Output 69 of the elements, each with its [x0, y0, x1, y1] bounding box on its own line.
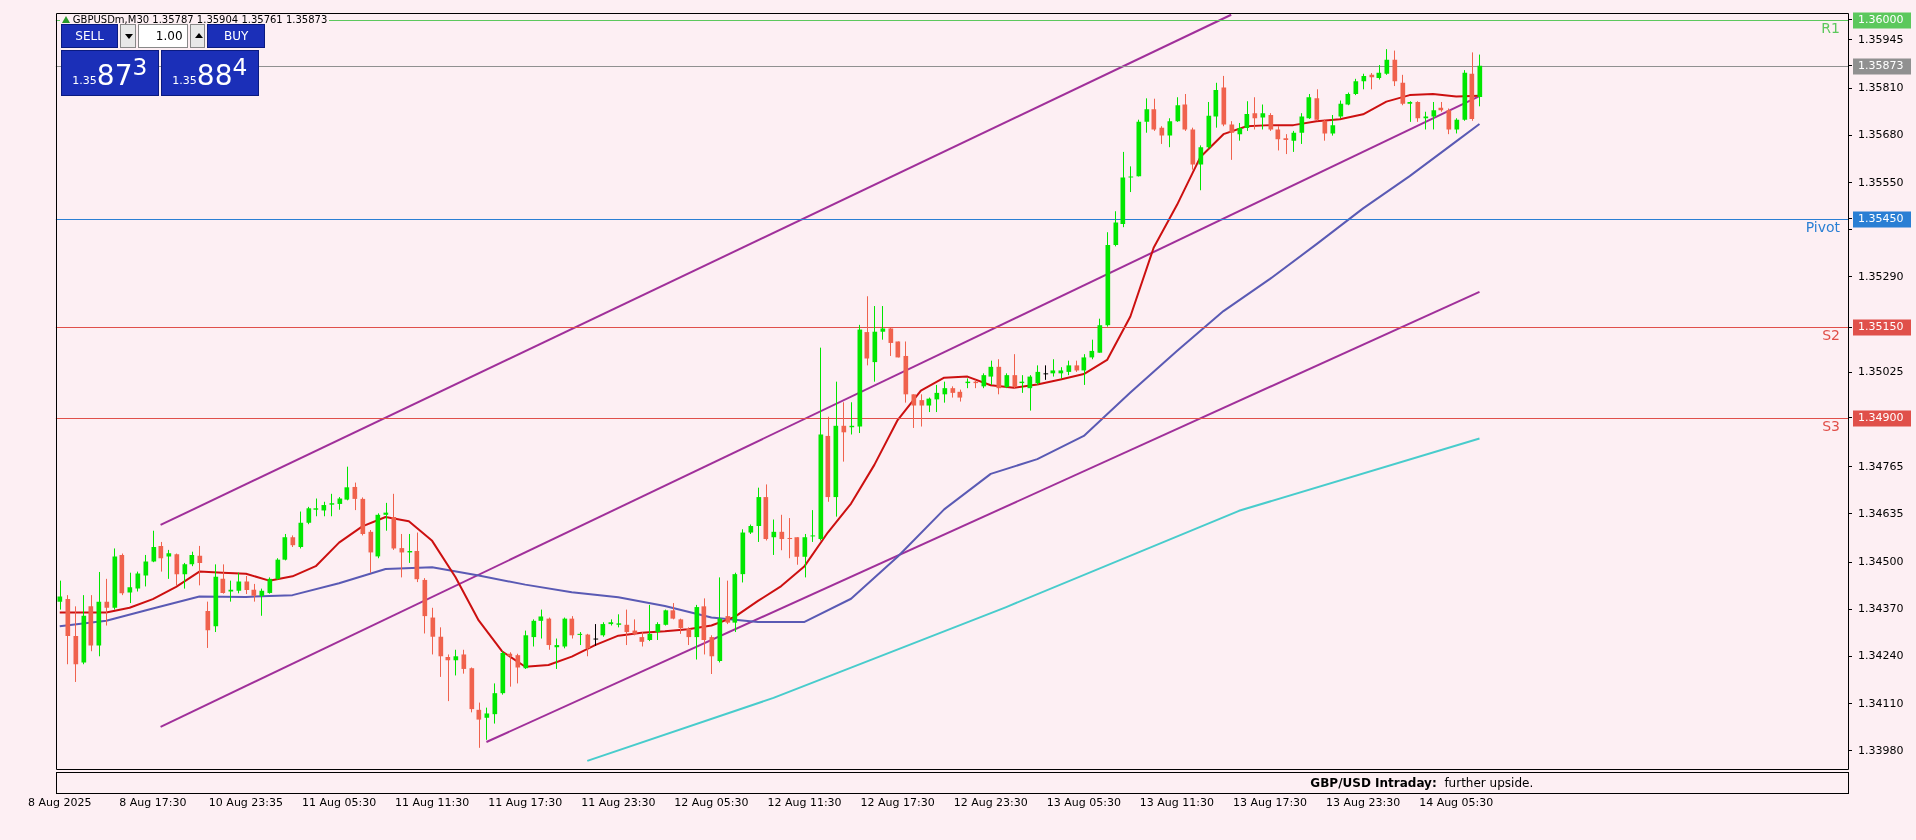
ref-line-label: S2: [1822, 327, 1840, 344]
x-tick-label: 13 Aug 05:30: [1046, 796, 1121, 810]
candlestick: [888, 327, 894, 357]
x-tick-label: 12 Aug 17:30: [860, 796, 935, 810]
y-tick-label: 1.35873: [1858, 58, 1904, 72]
y-tick-label: 1.34500: [1858, 555, 1904, 569]
x-tick-label: 8 Aug 17:30: [119, 796, 187, 810]
y-tick-label: 1.33980: [1858, 743, 1904, 757]
x-tick-label: 11 Aug 23:30: [581, 796, 656, 810]
candlestick: [236, 572, 242, 594]
x-tick-label: 13 Aug 17:30: [1232, 796, 1308, 810]
lot-field: 1.00: [138, 24, 188, 48]
annotation: 1.3588$^{4}$: [172, 51, 248, 92]
candlestick: [1260, 104, 1266, 130]
buy-button: BUY: [207, 24, 265, 48]
y-tick-label: 1.35680: [1858, 128, 1904, 142]
x-tick-label: 14 Aug 05:30: [1419, 796, 1494, 810]
chart-title: GBPUSDm,M30 1.35787 1.35904 1.35761 1.35873: [72, 13, 328, 25]
candlestick: [1407, 100, 1413, 123]
candlestick: [880, 305, 886, 341]
x-tick-label: 12 Aug 05:30: [674, 796, 749, 810]
candlestick: [1229, 120, 1235, 161]
ref-line-label: S3: [1822, 418, 1840, 435]
annotation: 1.3587$^{3}$: [72, 51, 148, 92]
text: further upside.: [1443, 775, 1534, 790]
x-tick-label: 13 Aug 11:30: [1139, 796, 1214, 810]
x-tick-label: 12 Aug 23:30: [953, 796, 1028, 810]
candlestick: [911, 393, 917, 429]
y-tick-label: 1.35450: [1858, 211, 1904, 225]
y-tick-label: 1.36000: [1858, 12, 1904, 26]
x-tick-label: 11 Aug 17:30: [488, 796, 563, 810]
y-tick-label: 1.35025: [1858, 365, 1904, 379]
x-tick-label: 11 Aug 05:30: [301, 796, 377, 810]
x-tick-label: 12 Aug 11:30: [767, 796, 842, 810]
y-tick-label: 1.35810: [1858, 81, 1904, 95]
ref-line-label: Pivot: [1805, 219, 1841, 236]
candlestick: [484, 707, 490, 741]
candlestick: [1167, 117, 1173, 148]
candlestick: [127, 572, 133, 604]
candlestick: [461, 649, 467, 675]
x-tick-label: 13 Aug 23:30: [1326, 796, 1401, 810]
sell-quote-box: 1.3587$^{3}$: [60, 50, 159, 96]
sell-button: SELL: [60, 24, 119, 48]
candlestick: [344, 466, 350, 501]
candlestick: [244, 575, 250, 595]
candlestick: [329, 493, 335, 517]
candlestick: [143, 554, 149, 587]
y-tick-label: 1.34635: [1858, 506, 1904, 520]
x-tick-label: 10 Aug 23:35: [208, 796, 284, 810]
y-tick-label: 1.34900: [1858, 410, 1904, 424]
y-tick-label: 1.34240: [1858, 649, 1904, 663]
candlestick: [919, 393, 925, 428]
buy-quote-box: 1.3588$^{4}$: [160, 50, 259, 96]
x-tick-label: 8 Aug 2025: [28, 796, 92, 810]
candlestick: [228, 580, 234, 603]
y-tick-label: 1.35290: [1858, 269, 1904, 283]
x-tick-label: 11 Aug 11:30: [395, 796, 470, 810]
y-tick-label: 1.35550: [1858, 175, 1904, 189]
y-tick-label: 1.34765: [1858, 459, 1904, 473]
y-tick-label: 1.34370: [1858, 602, 1904, 616]
y-tick-label: 1.35945: [1858, 32, 1904, 46]
y-tick-label: 1.34110: [1858, 696, 1904, 710]
candlestick: [1283, 133, 1289, 155]
candlestick: [538, 609, 544, 640]
ref-line-label: R1: [1821, 20, 1840, 37]
candlestick: [725, 580, 731, 625]
text: GBP/USD Intraday:: [1310, 775, 1437, 790]
candlestick: [135, 571, 141, 593]
y-tick-label: 1.35150: [1858, 320, 1904, 334]
